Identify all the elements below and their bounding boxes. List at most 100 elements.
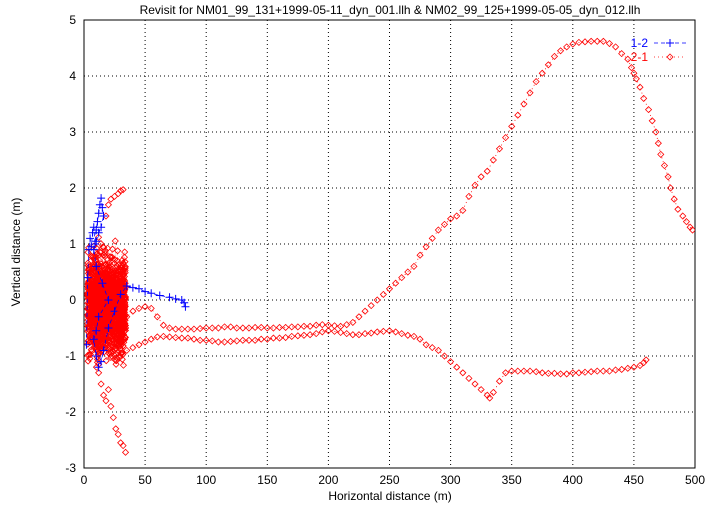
series-point-1 [670,195,678,203]
series-point-1 [129,344,137,352]
legend: 1-22-1 [631,36,686,64]
series-point-1 [630,69,638,77]
series-point-1 [300,331,308,339]
series-point-1 [165,333,174,341]
series-point-1 [508,367,516,375]
series-point-1 [489,388,497,396]
series-point-1 [196,324,204,333]
series-point-1 [300,322,308,330]
series-point-1 [306,331,314,339]
series-point-1 [275,323,284,332]
cluster-point [85,351,93,359]
series-point-1 [618,365,626,374]
series-point-1 [428,234,436,242]
series-point-1 [520,100,528,108]
series-layer [84,37,695,456]
cluster-tail-point [114,430,122,438]
series-point-1 [367,329,375,337]
series-point-1 [184,325,192,333]
series-point-1 [379,327,387,335]
series-point-1 [465,192,473,200]
legend-marker [666,39,674,47]
x-axis-label: Horizontal distance (m) [328,489,451,503]
cluster-tail-point [121,448,130,456]
series-point-1 [428,344,436,352]
series-point-1 [477,173,485,181]
cluster-tail-point [107,402,115,410]
legend-label: 2-1 [631,50,649,64]
cluster-tail-point [109,414,117,422]
series-point-1 [159,321,167,329]
series-point-1 [459,369,467,377]
series-point-1 [220,338,229,346]
series-point-1 [129,307,137,315]
series-point-1 [343,321,351,329]
series-point-1 [612,366,620,374]
y-axis-label: Vertical distance (m) [9,198,23,307]
cluster-tail-point [104,386,113,394]
series-point-1 [453,212,461,220]
series-point-1 [239,336,247,344]
series-point-1 [245,336,253,344]
x-tick-label: 500 [685,473,705,487]
series-point-1 [563,43,571,51]
series-point-1 [674,205,682,213]
series-point-1 [502,369,510,377]
series-point-1 [282,323,290,332]
series-point-1 [159,332,167,340]
series-point-1 [581,368,589,376]
y-tick-label: 1 [69,237,76,251]
series-point-1 [471,181,479,189]
x-tick-label: 300 [441,473,461,487]
x-tick-label: 400 [563,473,583,487]
series-point-1 [172,333,180,342]
series-point-1 [640,94,648,102]
series-point-1 [495,377,504,385]
series-point-1 [367,302,375,310]
series-point-0 [147,289,156,298]
series-point-0 [128,283,137,292]
cluster-tail-point [102,397,110,405]
cluster-tail-point [97,380,105,388]
y-tick-label: 2 [69,181,76,195]
series-point-1 [599,367,607,375]
series-point-1 [416,335,424,343]
series-point-1 [605,367,614,375]
series-point-1 [593,367,601,375]
series-point-1 [172,325,180,333]
cluster-point [102,357,110,365]
cluster-tail-point [110,192,119,200]
series-point-1 [465,374,473,382]
cluster-point [86,354,94,363]
series-point-1 [153,333,161,341]
series-point-1 [153,313,161,321]
series-point-1 [416,251,424,259]
series-point-1 [269,324,277,332]
cluster-point [119,361,127,369]
series-point-1 [652,128,660,136]
series-point-1 [312,330,320,338]
y-tick-label: -1 [65,349,76,363]
series-point-0 [171,294,180,303]
x-tick-label: 200 [318,473,338,487]
series-point-1 [532,368,540,376]
series-point-1 [422,243,430,251]
series-point-1 [587,368,595,376]
series-point-1 [208,324,216,332]
series-point-1 [178,325,186,333]
x-tick-label: 350 [502,473,522,487]
series-point-1 [526,89,534,97]
series-point-1 [361,330,369,338]
x-tick-label: 50 [138,473,152,487]
series-point-1 [679,212,687,220]
series-point-1 [135,341,143,349]
series-point-1 [483,167,491,175]
series-point-1 [361,307,369,315]
series-point-1 [233,337,241,345]
x-tick-label: 100 [196,473,216,487]
series-point-1 [392,328,400,336]
series-point-1 [644,106,653,114]
series-point-1 [550,52,559,60]
series-point-1 [654,139,662,147]
x-tick-label: 250 [379,473,399,487]
